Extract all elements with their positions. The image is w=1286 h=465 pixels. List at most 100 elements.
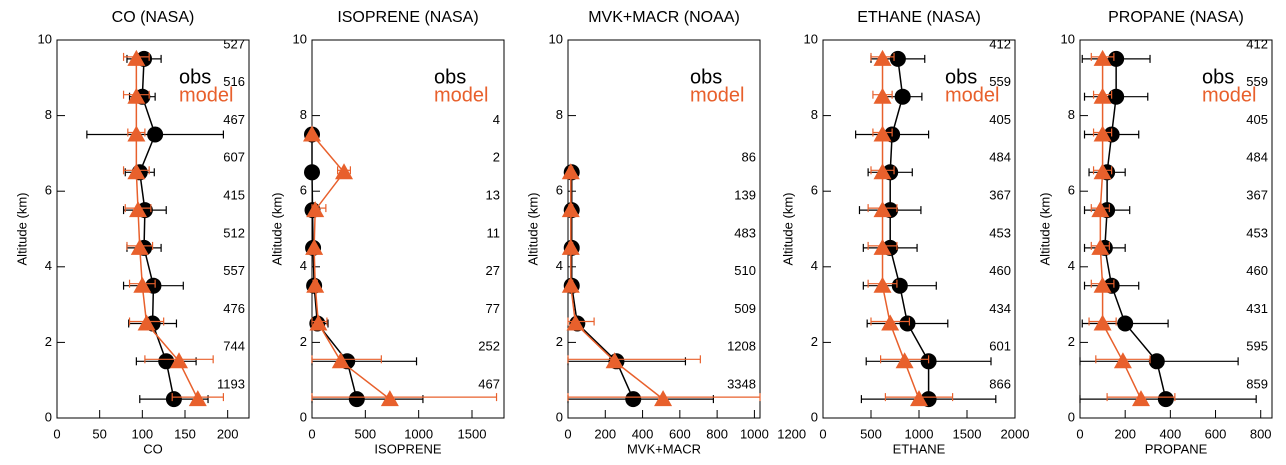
panel: MVK+MACR (NOAA) MVK+MACR Altitude (km) 0 200… [525,9,806,456]
x-tick-label: 600 [669,426,691,441]
count-label: 3348 [727,377,756,392]
x-tick-label: 0 [819,426,826,441]
series-line [570,172,634,400]
obs-marker [348,391,365,408]
x-tick-label: 400 [632,426,654,441]
legend-entry: obs [945,66,977,88]
count-label: 4 [493,112,500,127]
error-bar [311,395,424,404]
model-marker [1091,238,1110,255]
count-label: 484 [1246,150,1268,165]
obs-marker [1108,50,1125,67]
model-marker [331,352,350,369]
obs-marker [1148,353,1165,370]
x-tick-label: 0 [564,426,571,441]
model-marker [1093,87,1112,104]
y-tick-label: 8 [300,107,307,122]
count-label: 453 [989,225,1011,240]
y-tick-label: 8 [811,107,818,122]
error-bar [567,355,701,364]
model-marker [873,125,892,142]
model-marker [881,314,900,331]
model-marker [127,87,146,104]
obs-marker [158,353,175,370]
y-tick-label: 6 [1068,183,1075,198]
obs-marker [1157,391,1174,408]
y-tick-label: 2 [45,334,52,349]
legend-entry: obs [179,66,211,88]
y-tick-label: 4 [1068,258,1075,273]
x-tick-label: 200 [1114,426,1136,441]
count-label: 77 [486,301,500,316]
y-tick-label: 2 [556,334,563,349]
model-marker [127,125,146,142]
model-marker [303,125,321,142]
count-label: 516 [223,74,245,89]
x-axis-label: ETHANE [893,441,946,456]
x-axis-label: MVK+MACR [627,441,701,456]
legend-entry: obs [1202,66,1234,88]
count-label: 431 [1246,301,1268,316]
model-marker [133,276,152,293]
x-tick-label: 800 [706,426,728,441]
x-tick-label: 1500 [458,426,487,441]
count-label: 11 [487,225,501,240]
count-label: 1193 [217,377,245,392]
model-marker [127,163,146,180]
y-tick-label: 10 [1061,31,1075,46]
panel-title: ETHANE (NASA) [857,9,981,26]
y-tick-label: 0 [45,409,52,424]
y-axis-label: Altitude (km) [1037,193,1052,266]
model-marker [305,238,324,255]
x-tick-label: 0 [308,426,315,441]
model-marker [137,314,156,331]
model-marker [1131,390,1150,407]
y-tick-label: 4 [45,258,52,273]
panel: ETHANE (NASA) ETHANE Altitude (km) 0 500 1000… [780,9,1029,456]
obs-marker [625,391,642,408]
model-marker [1093,276,1112,293]
obs-marker [304,164,320,181]
count-label: 252 [478,339,500,354]
x-tick-label: 50 [92,426,106,441]
count-label: 1208 [727,339,756,354]
y-tick-label: 10 [549,31,563,46]
count-label: 405 [1246,112,1268,127]
y-axis-label: Altitude (km) [525,193,540,266]
count-label: 476 [223,301,245,316]
model-marker [873,163,892,180]
count-label: 601 [989,339,1011,354]
x-tick-label: 100 [131,426,153,441]
model-marker [380,390,399,407]
y-tick-label: 10 [38,31,52,46]
x-tick-label: 1500 [953,426,982,441]
y-tick-label: 0 [811,409,818,424]
model-marker [895,352,914,369]
count-label: 367 [1246,188,1268,203]
x-tick-label: 200 [594,426,616,441]
model-marker [130,238,149,255]
y-tick-label: 6 [811,183,818,198]
y-tick-label: 0 [1068,409,1075,424]
legend-entry: model [434,84,488,106]
model-marker [561,163,580,180]
plot-frame [56,39,250,419]
x-axis-label: CO [143,441,163,456]
x-tick-label: 0 [1076,426,1083,441]
count-label: 367 [989,188,1011,203]
x-tick-label: 500 [860,426,882,441]
y-tick-label: 6 [300,183,307,198]
model-marker [561,238,580,255]
count-label: 405 [989,112,1011,127]
model-marker [129,201,148,218]
y-tick-label: 4 [556,258,563,273]
y-axis-label: Altitude (km) [14,193,29,266]
series-line [139,58,175,400]
y-tick-label: 10 [804,31,818,46]
y-tick-label: 10 [293,31,307,46]
x-tick-label: 200 [217,426,239,441]
model-marker [306,276,325,293]
legend-entry: obs [690,66,722,88]
model-marker [306,201,325,218]
